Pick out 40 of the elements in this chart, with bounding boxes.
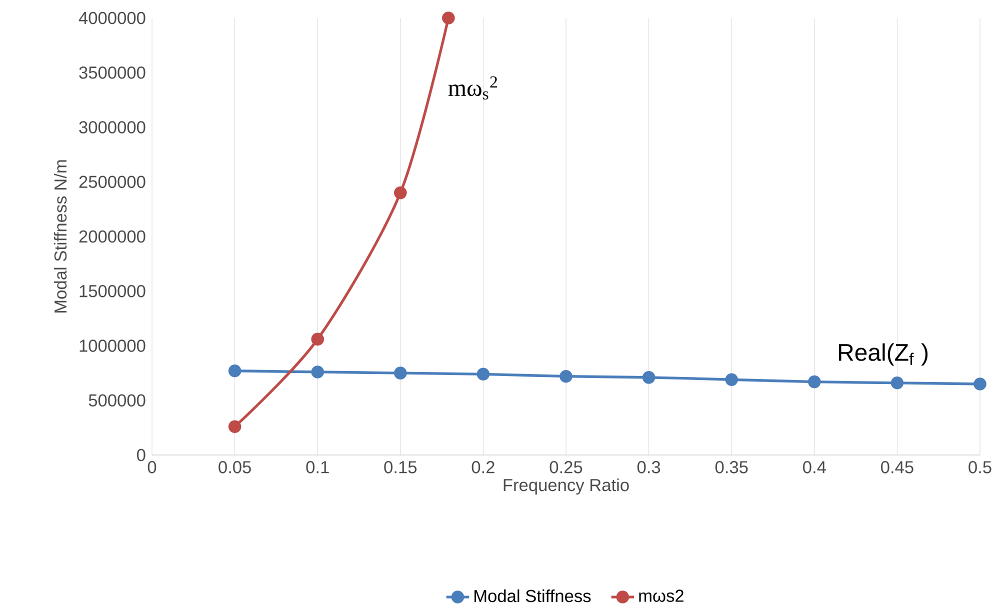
y-tick-label: 500000 <box>88 394 146 407</box>
point <box>476 368 490 381</box>
x-tick-label: 0.25 <box>550 461 582 474</box>
x-tick-label: 0.15 <box>384 461 417 474</box>
annotation: mω$_{s}$2 <box>448 76 497 100</box>
x-tick-label: 0.05 <box>218 461 251 474</box>
x-tick-label: 0.5 <box>968 461 992 474</box>
y-tick-label: 1000000 <box>80 340 146 352</box>
legend-label: mωs2 <box>639 590 684 602</box>
point <box>228 364 242 378</box>
x-tick-label: 0 <box>148 461 156 474</box>
point <box>560 370 572 383</box>
y-tick-label: 4000000 <box>78 12 146 24</box>
point <box>442 12 455 24</box>
point <box>808 375 821 388</box>
annotation: Real(Z$_{f}$ ) <box>838 343 928 366</box>
point <box>394 366 407 380</box>
x-tick-label: 0.45 <box>881 461 914 474</box>
y-axis-title: Modal Stiffness N/m <box>54 160 67 312</box>
point <box>311 366 324 378</box>
legend-label: Modal Stiffness <box>474 589 591 602</box>
x-tick-label: 0.3 <box>637 461 660 474</box>
point <box>642 371 656 384</box>
y-tick-label: 0 <box>136 448 146 462</box>
x-axis-title: Frequency Ratio <box>504 478 629 495</box>
point <box>394 186 407 200</box>
point <box>311 332 324 346</box>
x-tick-label: 0.4 <box>803 461 826 474</box>
x-tick-label: 0.35 <box>715 461 748 474</box>
point <box>890 376 904 390</box>
y-tick-label: 3000000 <box>79 121 146 134</box>
y-tick-label: 3500000 <box>79 66 146 79</box>
point <box>228 420 242 433</box>
x-tick-label: 0.1 <box>306 461 329 474</box>
x-tick-label: 0.2 <box>472 461 494 474</box>
point <box>725 373 738 386</box>
y-tick-label: 2500000 <box>79 176 146 188</box>
point <box>974 378 986 390</box>
y-tick-label: 2000000 <box>79 230 146 243</box>
y-tick-label: 1500000 <box>80 284 146 298</box>
